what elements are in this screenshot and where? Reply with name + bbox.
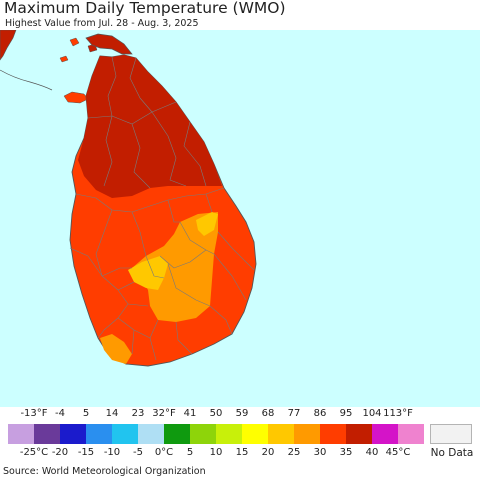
legend-tick-celsius: 35	[339, 447, 353, 458]
legend-tick-celsius: 15	[235, 447, 249, 458]
source-credit: Source: World Meteorological Organizatio…	[3, 466, 206, 477]
legend-swatch	[8, 424, 34, 444]
jaffna-peninsula	[85, 33, 133, 55]
legend-tick-fahrenheit: -4	[55, 408, 65, 419]
legend-swatch	[60, 424, 86, 444]
district-boundaries	[69, 56, 255, 361]
legend-tick-fahrenheit: 59	[235, 408, 249, 419]
legend-swatch	[346, 424, 372, 444]
legend-tick-fahrenheit: 32°F	[152, 408, 176, 419]
legend-tick-celsius: -5	[133, 447, 143, 458]
india-coast	[0, 30, 17, 61]
legend-tick-fahrenheit: 50	[209, 408, 223, 419]
legend-swatch	[372, 424, 398, 444]
legend-fahrenheit-ticks: -13°F -4 5 14 23 32°F 41 50 59 68 77 86 95 104 113°F	[0, 408, 480, 422]
south-coast-region	[100, 334, 132, 364]
legend-tick-celsius: -15	[77, 447, 95, 458]
island	[59, 55, 69, 63]
legend-tick-fahrenheit: 104	[362, 408, 382, 419]
legend-swatch	[294, 424, 320, 444]
map-subtitle: Highest Value from Jul. 28 - Aug. 3, 202…	[5, 18, 199, 29]
legend-tick-celsius: 40	[365, 447, 379, 458]
legend-tick-fahrenheit: 41	[183, 408, 197, 419]
legend-tick-fahrenheit: 77	[287, 408, 301, 419]
northern-hot-region	[78, 55, 222, 198]
legend-swatch	[320, 424, 346, 444]
no-data-label: No Data	[430, 447, 474, 459]
legend-tick-fahrenheit: 86	[313, 408, 327, 419]
highland-peak-region	[128, 256, 168, 290]
legend-tick-celsius: -10	[103, 447, 121, 458]
legend-tick-celsius: 0°C	[154, 447, 174, 458]
legend-swatch	[34, 424, 60, 444]
legend-swatch	[86, 424, 112, 444]
no-data-swatch	[430, 424, 472, 444]
legend-tick-celsius: 25	[287, 447, 301, 458]
legend-tick-celsius: -25°C	[19, 447, 49, 458]
legend-tick-fahrenheit: 14	[105, 408, 119, 419]
legend-swatch	[190, 424, 216, 444]
legend-tick-fahrenheit: 95	[339, 408, 353, 419]
legend-color-bar	[8, 424, 424, 444]
highland-peak-region	[196, 212, 218, 236]
legend-tick-celsius: 45°C	[385, 447, 411, 458]
legend-tick-celsius: 10	[209, 447, 223, 458]
island	[69, 37, 80, 47]
india-coast-line	[0, 69, 53, 91]
legend-swatch	[216, 424, 242, 444]
legend-tick-fahrenheit: 5	[82, 408, 90, 419]
legend-tick-fahrenheit: 23	[131, 408, 145, 419]
legend-tick-fahrenheit: 68	[261, 408, 275, 419]
legend-swatch	[164, 424, 190, 444]
legend-celsius-ticks: -25°C -20 -15 -10 -5 0°C 5 10 15 20 25 30 35 40 45°C	[0, 447, 480, 461]
legend-tick-fahrenheit: -13°F	[20, 408, 48, 419]
map-title: Maximum Daily Temperature (WMO)	[4, 0, 286, 17]
legend-swatch	[398, 424, 424, 444]
temperature-map	[0, 30, 480, 407]
legend-tick-celsius: 30	[313, 447, 327, 458]
legend-tick-fahrenheit: 113°F	[383, 408, 413, 419]
legend-tick-celsius: 5	[186, 447, 194, 458]
legend-tick-celsius: 20	[261, 447, 275, 458]
legend-swatch	[242, 424, 268, 444]
legend-tick-celsius: -20	[51, 447, 69, 458]
legend-swatch	[112, 424, 138, 444]
central-highlands-region	[132, 212, 218, 322]
legend-swatch	[268, 424, 294, 444]
legend-swatch	[138, 424, 164, 444]
